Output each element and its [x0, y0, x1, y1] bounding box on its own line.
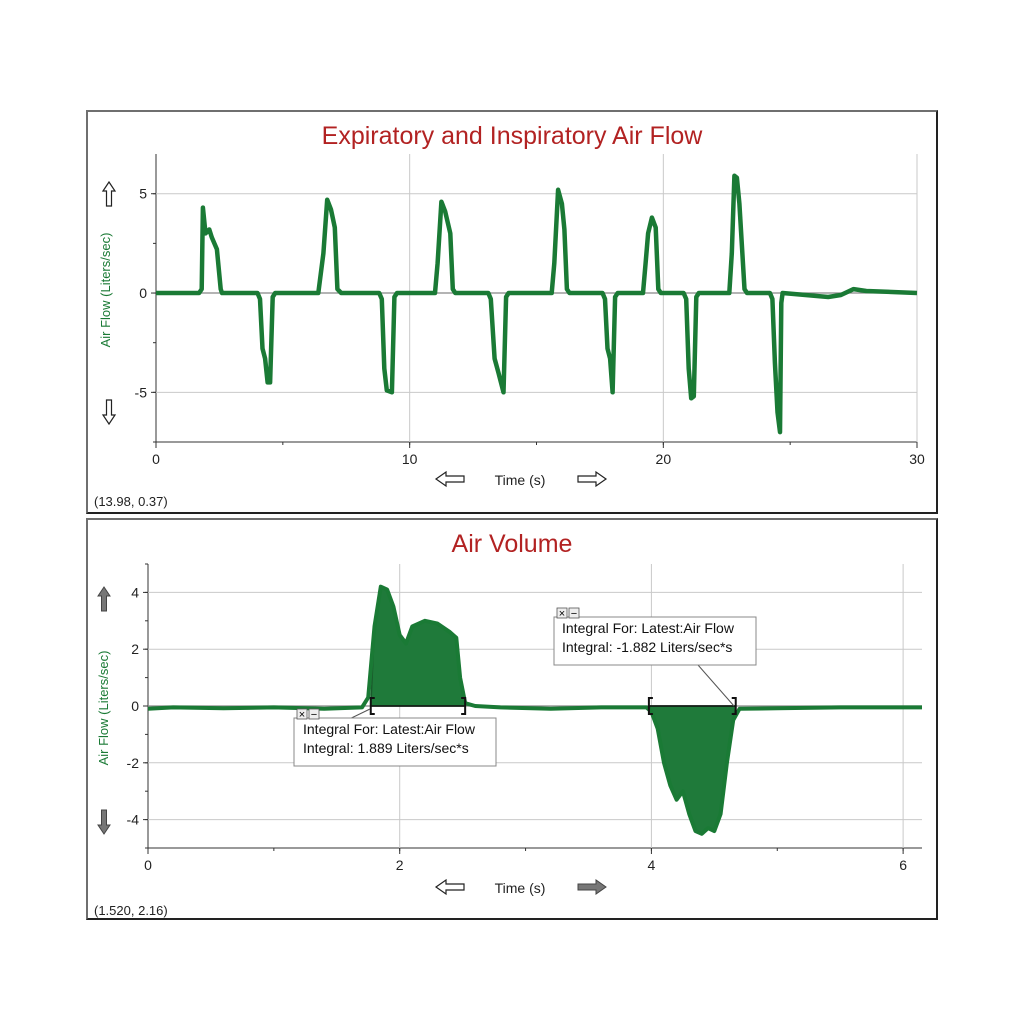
minimize-icon[interactable]: − [568, 607, 580, 620]
air-volume-chart[interactable]: Air Volume 0 2 4 6 4 2 0 -2 -4 Air Flow (Liters/… [88, 520, 940, 922]
arrow-down-icon[interactable] [101, 399, 117, 426]
arrow-up-icon[interactable] [101, 180, 117, 207]
axis-ticks: 0 10 20 30 5 0 -5 [135, 186, 925, 467]
y-tick-label: -2 [127, 755, 140, 771]
y-tick-label: -4 [127, 812, 140, 828]
integral-bracket-right[interactable] [731, 697, 737, 715]
air-flow-series-line [156, 173, 918, 435]
air-flow-graph-panel[interactable]: Expiratory and Inspiratory Air Flow 0 10 2… [86, 110, 938, 514]
x-axis-label: Time (s) [495, 880, 546, 896]
y-tick-label: 0 [139, 285, 147, 301]
y-tick-label: -5 [135, 384, 148, 400]
integral-value: Integral: -1.882 Liters/sec*s [562, 639, 732, 655]
svg-text:−: − [571, 608, 577, 620]
x-tick-label: 30 [909, 451, 925, 467]
axis-ticks: 0 2 4 6 4 2 0 -2 -4 [127, 563, 907, 873]
x-axis-label: Time (s) [495, 472, 546, 488]
integral-label: Integral For: Latest:Air Flow [562, 620, 735, 636]
cursor-readout: (1.520, 2.16) [94, 903, 168, 918]
integral-annotation-box[interactable]: × − Integral For: Latest:Air Flow Integr… [553, 607, 757, 707]
annotation-leader-line [697, 664, 735, 707]
air-volume-series-line [147, 584, 922, 836]
arrow-down-icon[interactable] [97, 809, 111, 835]
integral-value: Integral: 1.889 Liters/sec*s [303, 740, 469, 756]
svg-text:−: − [311, 709, 317, 721]
y-axis-label: Air Flow (Liters/sec) [96, 651, 111, 766]
grid [155, 154, 918, 443]
x-tick-label: 0 [152, 451, 160, 467]
annotation-box-frame [293, 717, 497, 767]
arrow-up-icon[interactable] [97, 586, 111, 612]
integral-label: Integral For: Latest:Air Flow [303, 721, 476, 737]
close-icon[interactable]: × [556, 607, 568, 620]
arrow-left-icon[interactable] [434, 878, 465, 896]
x-tick-label: 2 [396, 857, 404, 873]
integral-annotation-box[interactable]: × − Integral For: Latest:Air Flow Integr… [293, 708, 497, 767]
minimize-icon[interactable]: − [308, 708, 320, 721]
y-tick-label: 2 [131, 641, 139, 657]
close-icon[interactable]: × [296, 708, 308, 721]
integral-area [370, 585, 466, 707]
y-tick-label: 0 [131, 698, 139, 714]
svg-text:×: × [559, 608, 565, 620]
arrow-right-icon[interactable] [577, 879, 607, 895]
chart-title: Air Volume [452, 530, 573, 558]
arrow-left-icon[interactable] [434, 470, 465, 488]
x-tick-label: 4 [648, 857, 656, 873]
x-tick-label: 0 [144, 857, 152, 873]
air-flow-chart[interactable]: Expiratory and Inspiratory Air Flow 0 10 2… [88, 112, 940, 516]
integral-area [647, 705, 737, 835]
x-tick-label: 10 [402, 451, 418, 467]
chart-title: Expiratory and Inspiratory Air Flow [322, 122, 704, 150]
svg-text:×: × [299, 709, 305, 721]
integral-brackets [369, 697, 737, 715]
x-tick-label: 20 [656, 451, 672, 467]
x-tick-label: 6 [899, 857, 907, 873]
y-tick-label: 5 [139, 186, 147, 202]
arrow-right-icon[interactable] [577, 470, 608, 488]
air-volume-graph-panel[interactable]: Air Volume 0 2 4 6 4 2 0 -2 -4 Air Flow (Liters/… [86, 518, 938, 920]
cursor-readout: (13.98, 0.37) [94, 494, 168, 509]
annotation-box-frame [553, 616, 757, 666]
y-tick-label: 4 [131, 584, 139, 600]
y-axis-label: Air Flow (Liters/sec) [98, 233, 113, 348]
